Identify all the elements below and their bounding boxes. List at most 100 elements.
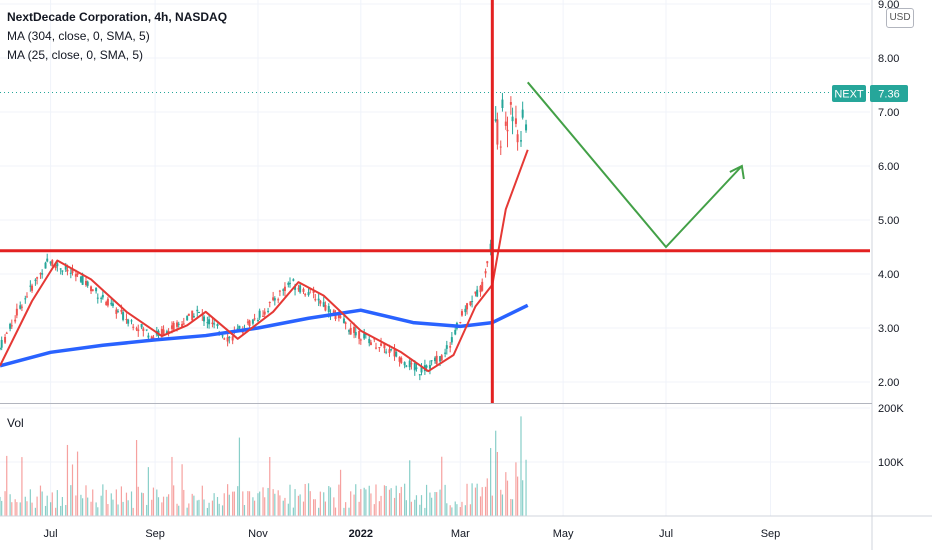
- volume-legend[interactable]: Vol: [7, 416, 24, 430]
- candle-body: [66, 269, 69, 272]
- candle-body: [186, 315, 189, 321]
- x-tick-label: Jul: [659, 528, 673, 540]
- candle-body: [277, 299, 280, 301]
- volume-bar: [424, 507, 426, 516]
- candle-body: [511, 116, 514, 122]
- candle-body: [349, 327, 352, 335]
- candle-body: [385, 351, 388, 353]
- volume-bar: [495, 430, 497, 516]
- candle-body: [486, 261, 489, 264]
- volume-bar: [476, 483, 478, 516]
- candle-body: [15, 308, 18, 316]
- candle-body: [344, 322, 347, 324]
- volume-bar: [318, 507, 320, 516]
- candle-body: [216, 324, 219, 327]
- candle-body: [248, 320, 251, 327]
- volume-bar: [329, 487, 332, 516]
- volume-bar: [466, 483, 468, 516]
- volume-bar: [1, 500, 3, 516]
- volume-bar: [168, 494, 170, 516]
- volume-bar: [511, 499, 514, 516]
- volume-bar: [60, 505, 62, 516]
- candle-body: [132, 326, 135, 328]
- price-badge-value: 7.36: [878, 89, 899, 101]
- volume-bar: [277, 490, 279, 516]
- volume-bar: [520, 416, 522, 516]
- price-tick-label: 3.00: [878, 323, 899, 335]
- volume-bar: [41, 491, 43, 516]
- volume-bar: [343, 507, 345, 516]
- candle-body: [223, 338, 226, 340]
- candle-body: [289, 282, 291, 284]
- candle-body: [393, 349, 396, 357]
- volume-bar: [196, 500, 198, 516]
- candle-body: [140, 323, 143, 328]
- candle-body: [81, 275, 84, 285]
- candle-body: [160, 328, 163, 337]
- candle-body: [4, 336, 7, 343]
- volume-bar: [345, 502, 347, 516]
- candle-body: [317, 298, 320, 301]
- projection-path[interactable]: [526, 81, 743, 249]
- drawing-annotations[interactable]: [0, 0, 870, 403]
- candle-body: [314, 299, 317, 301]
- candle-body: [211, 322, 214, 325]
- volume-bar: [95, 502, 97, 516]
- volume-bar: [71, 464, 74, 516]
- volume-bar: [279, 495, 281, 516]
- volume-bar: [456, 504, 458, 516]
- volume-bar: [257, 493, 259, 516]
- volume-bar: [70, 485, 72, 516]
- volume-bar: [388, 489, 391, 516]
- candle-body: [501, 99, 504, 108]
- ma-long-legend[interactable]: MA (304, close, 0, SMA, 5): [7, 29, 150, 43]
- volume-bar: [522, 480, 524, 516]
- volume-bar: [221, 505, 224, 516]
- ma-short-legend[interactable]: MA (25, close, 0, SMA, 5): [7, 48, 144, 62]
- volume-bar: [471, 483, 473, 516]
- x-tick-label: May: [553, 528, 574, 540]
- volume-bar: [9, 494, 11, 516]
- candle-body: [499, 146, 502, 148]
- symbol-title[interactable]: NextDecade Corporation, 4h, NASDAQ: [7, 10, 228, 24]
- candle-body: [339, 316, 342, 318]
- volume-bar: [269, 456, 271, 516]
- candle-body: [36, 277, 39, 279]
- volume-bar: [152, 487, 155, 516]
- candle-body: [101, 294, 104, 298]
- candle-body: [192, 316, 195, 318]
- candle-body: [14, 319, 17, 322]
- volume-bar: [368, 485, 370, 516]
- volume-bar: [304, 483, 306, 516]
- candle-body: [59, 268, 62, 270]
- volume-bar: [206, 507, 208, 516]
- candle-body: [145, 329, 148, 331]
- volume-bar: [328, 486, 330, 516]
- volume-bar: [287, 503, 289, 516]
- volume-bar: [253, 500, 256, 516]
- candle-body: [86, 281, 89, 286]
- volume-bar: [339, 469, 342, 516]
- volume-bar: [130, 491, 133, 516]
- volume-bar: [259, 491, 261, 516]
- volume-bar: [178, 505, 180, 516]
- volume-bar: [132, 507, 134, 516]
- volume-bar: [243, 505, 246, 516]
- candle-body: [506, 129, 509, 132]
- candle-body: [251, 319, 254, 324]
- candle-body: [292, 279, 295, 281]
- volume-bar: [393, 497, 396, 516]
- currency-button[interactable]: USD: [886, 8, 914, 28]
- volume-bar: [110, 493, 112, 516]
- volume-tick-label: 100K: [878, 457, 904, 469]
- volume-bar: [274, 493, 276, 516]
- candle-body: [0, 339, 3, 348]
- candle-body: [479, 285, 482, 293]
- volume-bar: [385, 485, 387, 516]
- candle-body: [19, 305, 22, 309]
- volume-bar: [292, 507, 294, 516]
- candle-body: [238, 325, 241, 329]
- volume-bar: [100, 495, 102, 516]
